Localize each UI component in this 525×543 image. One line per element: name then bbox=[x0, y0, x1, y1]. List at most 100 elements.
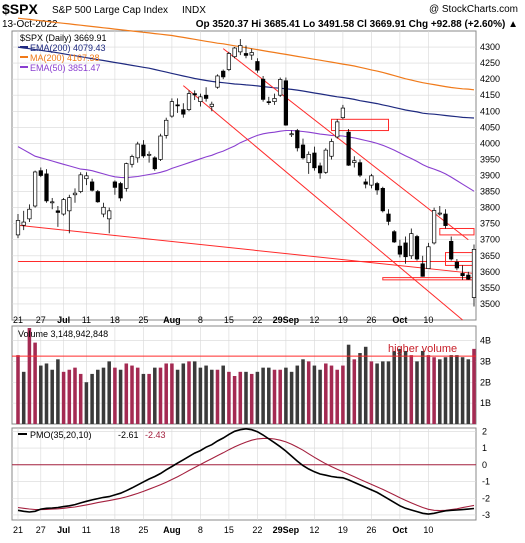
volume-annotation: higher volume bbox=[388, 343, 457, 355]
volume-bars bbox=[12, 328, 476, 424]
date-tick-label: 25 bbox=[138, 315, 148, 325]
volume-bar bbox=[175, 369, 180, 424]
date-tick-label: 21 bbox=[13, 525, 23, 535]
volume-bar bbox=[409, 355, 414, 424]
candle-body bbox=[369, 175, 374, 186]
symbol-title: $SPX bbox=[2, 1, 38, 17]
volume-bar bbox=[346, 344, 351, 424]
volume-bar bbox=[221, 365, 225, 424]
candle-body bbox=[118, 183, 123, 199]
volume-bar bbox=[420, 350, 425, 424]
candle-body bbox=[420, 263, 425, 277]
date-tick-label: Oct bbox=[392, 525, 407, 535]
volume-bar bbox=[249, 373, 254, 424]
pmo-tick-label: -2 bbox=[482, 493, 490, 503]
volume-bar bbox=[278, 369, 282, 424]
volume-bar bbox=[164, 363, 168, 424]
volume-bar bbox=[369, 361, 374, 424]
candle-body bbox=[340, 107, 346, 119]
candle-body bbox=[238, 45, 243, 53]
price-tick-label: 4200 bbox=[480, 74, 500, 84]
date-tick-label: Aug bbox=[163, 525, 181, 535]
volume-bar bbox=[44, 363, 49, 424]
volume-bar bbox=[198, 367, 203, 424]
candle-body bbox=[209, 103, 214, 107]
candle-body bbox=[260, 78, 266, 100]
volume-bar bbox=[267, 367, 271, 424]
volume-bar bbox=[329, 365, 334, 424]
candle-body bbox=[186, 93, 192, 111]
candle-body bbox=[84, 175, 89, 180]
highlight-box bbox=[439, 227, 475, 236]
candle-body bbox=[403, 242, 408, 258]
ema50-line bbox=[17, 129, 475, 192]
volume-bar bbox=[61, 371, 66, 424]
volume-bar bbox=[113, 367, 117, 424]
candle-body bbox=[55, 210, 61, 213]
pmo-value: -2.61 bbox=[118, 430, 139, 440]
date-tick-label: 12 bbox=[309, 525, 319, 535]
price-tick-label: 3500 bbox=[480, 299, 500, 309]
volume-bar bbox=[312, 365, 317, 424]
volume-bar bbox=[96, 369, 100, 424]
volume-bar bbox=[21, 371, 26, 424]
volume-bar bbox=[443, 357, 448, 424]
price-tick-label: 3650 bbox=[480, 251, 500, 261]
candle-body bbox=[323, 149, 328, 173]
candle-body bbox=[215, 75, 220, 88]
trendline bbox=[182, 85, 463, 321]
volume-bar bbox=[472, 348, 476, 424]
price-tick-label: 3750 bbox=[480, 219, 500, 229]
volume-bar bbox=[130, 365, 134, 424]
volume-bar bbox=[73, 367, 77, 424]
volume-bar bbox=[318, 369, 322, 424]
candle-body bbox=[380, 187, 385, 212]
pmo-axis: 2 1 0 -1 -2 -3 bbox=[482, 426, 490, 520]
candle-body bbox=[392, 231, 397, 243]
volume-bar bbox=[455, 355, 459, 424]
candle-body bbox=[152, 157, 157, 170]
candle-body bbox=[437, 212, 442, 215]
volume-bar bbox=[101, 367, 106, 424]
legend-ema50: EMA(50) 3851.47 bbox=[30, 63, 101, 73]
price-tick-label: 3950 bbox=[480, 154, 500, 164]
ema200-line bbox=[17, 46, 475, 119]
volume-bar bbox=[27, 328, 32, 424]
candle-body bbox=[198, 96, 203, 102]
pmo-tick-label: 1 bbox=[482, 443, 487, 453]
candle-body bbox=[266, 101, 271, 103]
legend-ema200: EMA(200) 4079.43 bbox=[30, 43, 106, 53]
candle-body bbox=[95, 191, 100, 203]
date-tick-label: 10 bbox=[423, 315, 433, 325]
volume-bar bbox=[449, 355, 453, 424]
candle-body bbox=[89, 181, 95, 191]
volume-tick-label: 2B bbox=[480, 377, 491, 387]
candle-body bbox=[226, 53, 232, 70]
candle-body bbox=[169, 101, 175, 117]
date-tick-label: 19 bbox=[338, 315, 348, 325]
volume-bar bbox=[255, 371, 260, 424]
volume-bar bbox=[375, 363, 379, 424]
exchange-label: INDX bbox=[182, 5, 206, 16]
candle-body bbox=[129, 156, 135, 165]
candle-body bbox=[221, 70, 226, 78]
legend-ema50-swatch bbox=[20, 66, 28, 68]
volume-bar bbox=[261, 367, 265, 424]
candle-body bbox=[357, 162, 363, 176]
volume-bar bbox=[335, 369, 339, 424]
volume-bar bbox=[141, 373, 146, 424]
volume-bar bbox=[381, 361, 385, 424]
price-tick-label: 4000 bbox=[480, 138, 500, 148]
candle-body bbox=[192, 93, 197, 96]
price-grid bbox=[12, 31, 476, 320]
volume-bar bbox=[341, 365, 345, 424]
date-tick-label: 26 bbox=[366, 315, 376, 325]
volume-axis: 4B 3B 2B 1B bbox=[480, 336, 491, 409]
price-legend: $SPX (Daily) 3669.91 EMA(200) 4079.43 MA… bbox=[20, 33, 107, 73]
volume-bar bbox=[67, 369, 72, 424]
volume-bar bbox=[324, 363, 328, 424]
volume-bar bbox=[204, 365, 208, 424]
candle-body bbox=[306, 153, 311, 164]
candle-body bbox=[397, 245, 403, 255]
volume-bar bbox=[90, 373, 94, 424]
